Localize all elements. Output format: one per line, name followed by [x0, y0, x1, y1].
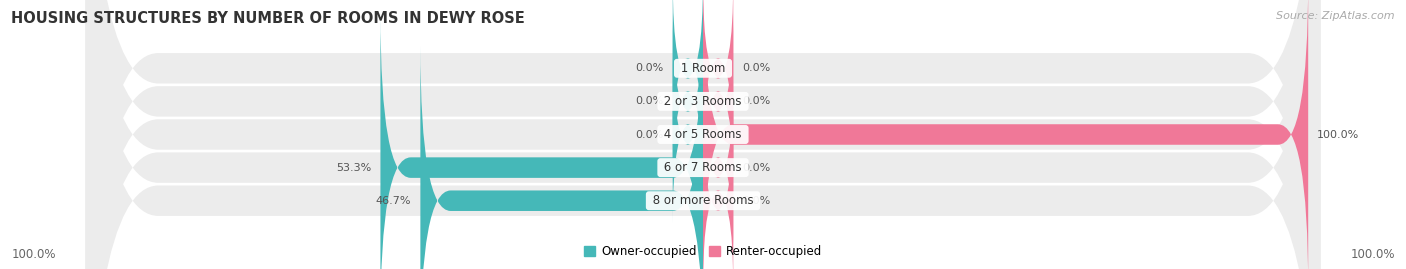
Text: 1 Room: 1 Room	[676, 62, 730, 75]
Text: Source: ZipAtlas.com: Source: ZipAtlas.com	[1277, 11, 1395, 21]
Legend: Owner-occupied, Renter-occupied: Owner-occupied, Renter-occupied	[579, 241, 827, 263]
FancyBboxPatch shape	[86, 0, 1320, 269]
Text: HOUSING STRUCTURES BY NUMBER OF ROOMS IN DEWY ROSE: HOUSING STRUCTURES BY NUMBER OF ROOMS IN…	[11, 11, 524, 26]
FancyBboxPatch shape	[672, 0, 703, 157]
FancyBboxPatch shape	[86, 0, 1320, 269]
FancyBboxPatch shape	[86, 0, 1320, 269]
FancyBboxPatch shape	[703, 0, 734, 157]
Text: 2 or 3 Rooms: 2 or 3 Rooms	[661, 95, 745, 108]
FancyBboxPatch shape	[672, 45, 703, 224]
Text: 100.0%: 100.0%	[1350, 248, 1395, 261]
FancyBboxPatch shape	[86, 0, 1320, 269]
Text: 0.0%: 0.0%	[742, 96, 770, 107]
Text: 8 or more Rooms: 8 or more Rooms	[648, 194, 758, 207]
FancyBboxPatch shape	[381, 12, 703, 269]
FancyBboxPatch shape	[703, 0, 1308, 269]
Text: 53.3%: 53.3%	[336, 162, 371, 173]
FancyBboxPatch shape	[672, 12, 703, 190]
Text: 6 or 7 Rooms: 6 or 7 Rooms	[661, 161, 745, 174]
Text: 100.0%: 100.0%	[11, 248, 56, 261]
FancyBboxPatch shape	[703, 79, 734, 257]
FancyBboxPatch shape	[420, 45, 703, 269]
Text: 0.0%: 0.0%	[636, 96, 664, 107]
Text: 0.0%: 0.0%	[742, 63, 770, 73]
Text: 0.0%: 0.0%	[636, 63, 664, 73]
FancyBboxPatch shape	[703, 12, 734, 190]
Text: 0.0%: 0.0%	[742, 196, 770, 206]
FancyBboxPatch shape	[86, 0, 1320, 269]
Text: 0.0%: 0.0%	[742, 162, 770, 173]
Text: 100.0%: 100.0%	[1317, 129, 1360, 140]
Text: 0.0%: 0.0%	[636, 129, 664, 140]
FancyBboxPatch shape	[703, 112, 734, 269]
Text: 4 or 5 Rooms: 4 or 5 Rooms	[661, 128, 745, 141]
Text: 46.7%: 46.7%	[375, 196, 412, 206]
